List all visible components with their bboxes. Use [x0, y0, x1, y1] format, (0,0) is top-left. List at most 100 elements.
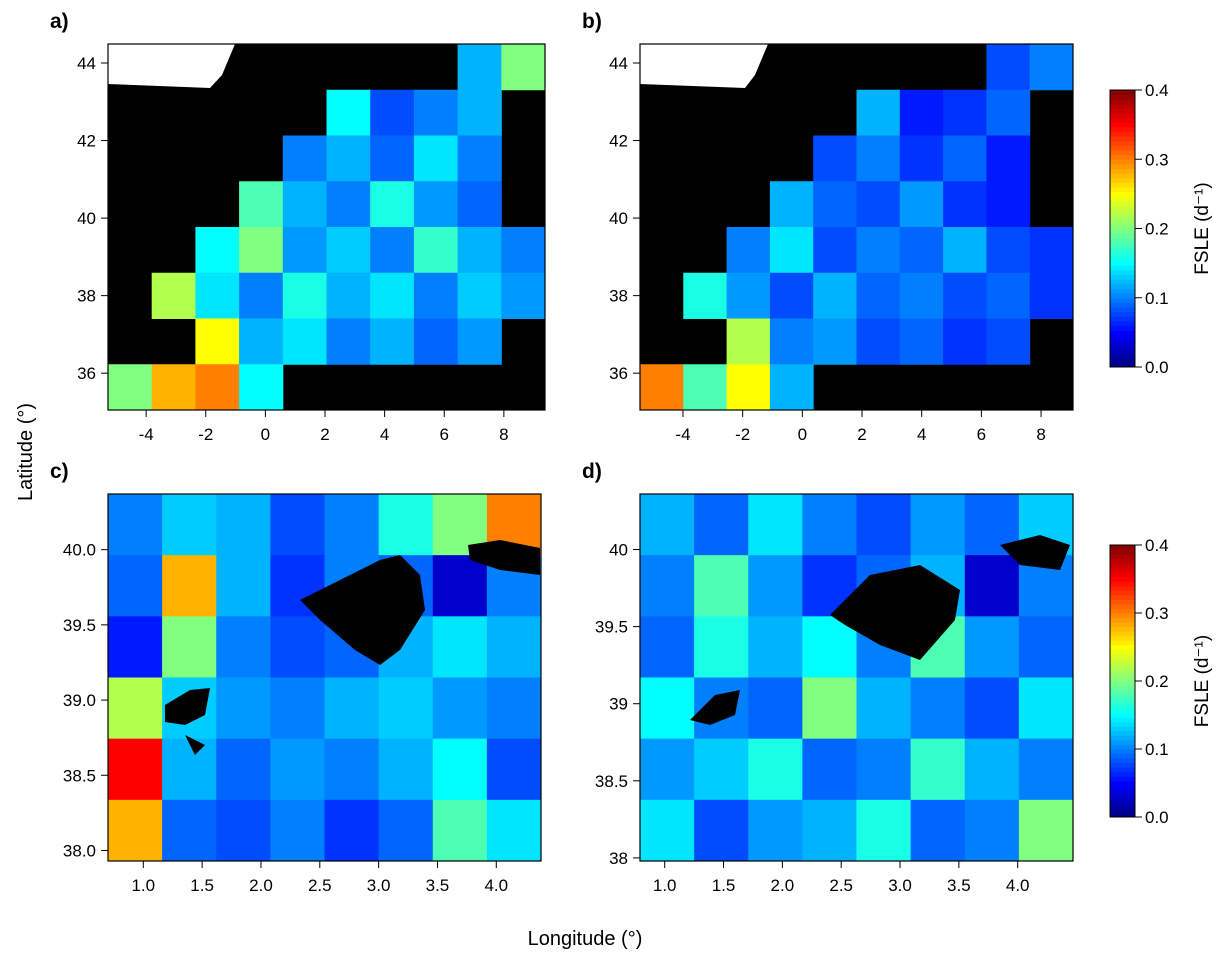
x-tick-label: 8 — [499, 425, 508, 444]
heat-cell — [900, 90, 944, 136]
heat-cell — [965, 739, 1020, 801]
y-tick-label: 40.0 — [63, 541, 96, 560]
heat-cell — [640, 555, 695, 617]
colorbar-step — [1110, 205, 1135, 210]
heat-cell — [857, 739, 912, 801]
colorbar-step — [1110, 192, 1135, 197]
heat-cell — [458, 136, 502, 182]
heat-cell — [414, 136, 458, 182]
heat-cell — [640, 494, 695, 556]
heat-cell — [640, 616, 695, 678]
colorbar-step — [1110, 663, 1135, 668]
colorbar-step — [1110, 201, 1135, 206]
heat-cell — [414, 90, 458, 136]
heat-cell — [943, 136, 987, 182]
colorbar-step — [1110, 740, 1135, 745]
colorbar-step — [1110, 90, 1135, 95]
heat-cell — [327, 227, 371, 273]
colorbar-step — [1110, 182, 1135, 187]
colorbar-tick-label: 0.4 — [1145, 536, 1169, 555]
heat-cell — [986, 181, 1030, 227]
colorbar-step — [1110, 672, 1135, 677]
heat-cell — [239, 364, 283, 410]
colorbar-tick-label: 0.3 — [1145, 604, 1169, 623]
heat-cell — [1019, 616, 1074, 678]
colorbar-step — [1110, 749, 1135, 754]
heat-cell — [433, 555, 488, 617]
y-tick-label: 44 — [77, 54, 96, 73]
heat-cell — [458, 90, 502, 136]
y-tick-label: 36 — [609, 364, 628, 383]
heat-cell — [965, 678, 1020, 740]
heat-cell — [857, 90, 901, 136]
x-tick-label: 6 — [977, 425, 986, 444]
heat-cell — [283, 227, 327, 273]
x-tick-label: 1.0 — [653, 876, 677, 895]
x-tick-label: 2 — [320, 425, 329, 444]
y-tick-label: 39.5 — [63, 616, 96, 635]
heat-cell — [108, 800, 163, 862]
heat-cell — [162, 739, 217, 801]
colorbar-step — [1110, 554, 1135, 559]
colorbar-step — [1110, 695, 1135, 700]
heat-cell — [900, 319, 944, 365]
colorbar-step — [1110, 256, 1135, 261]
heat-cell — [900, 136, 944, 182]
colorbar-step — [1110, 563, 1135, 568]
x-tick-label: 4.0 — [1006, 876, 1030, 895]
heat-cell — [195, 273, 239, 319]
colorbar-step — [1110, 799, 1135, 804]
heat-cell — [813, 227, 857, 273]
x-tick-label: 3.5 — [947, 876, 971, 895]
x-tick-label: 2.5 — [829, 876, 853, 895]
colorbar-step — [1110, 686, 1135, 691]
heat-cell — [943, 273, 987, 319]
heat-cell — [857, 494, 912, 556]
heat-cell — [487, 616, 542, 678]
heat-cell — [370, 136, 414, 182]
heat-cell — [270, 678, 325, 740]
heat-cell — [640, 739, 695, 801]
heat-cell — [239, 319, 283, 365]
colorbar-step — [1110, 631, 1135, 636]
colorbar-step — [1110, 550, 1135, 555]
heat-cell — [748, 678, 803, 740]
heat-cell — [1019, 800, 1074, 862]
colorbar-step — [1110, 99, 1135, 104]
heat-cell — [327, 273, 371, 319]
colorbar-step — [1110, 690, 1135, 695]
x-tick-label: 2.0 — [249, 876, 273, 895]
heat-cell — [986, 227, 1030, 273]
heat-cell — [900, 273, 944, 319]
outside-area — [640, 44, 768, 88]
page: Longitude (°) Latitude (°) a)-4-20246836… — [0, 0, 1222, 958]
heat-cell — [986, 136, 1030, 182]
x-tick-label: 1.5 — [190, 876, 214, 895]
y-tick-label: 36 — [77, 364, 96, 383]
colorbar-step — [1110, 150, 1135, 155]
heat-cell — [1019, 678, 1074, 740]
x-tick-label: 1.0 — [131, 876, 155, 895]
heat-cell — [458, 273, 502, 319]
heat-cell — [770, 181, 814, 227]
colorbar-step — [1110, 613, 1135, 618]
heat-cell — [414, 227, 458, 273]
colorbar-step — [1110, 224, 1135, 229]
heat-cell — [325, 739, 380, 801]
x-tick-label: 2.0 — [771, 876, 795, 895]
heat-cell — [813, 273, 857, 319]
heat-cell — [108, 739, 163, 801]
panel-label: c) — [50, 460, 69, 483]
heat-cell — [694, 494, 749, 556]
x-tick-label: 0 — [261, 425, 270, 444]
colorbar-step — [1110, 577, 1135, 582]
heat-cell — [802, 800, 857, 862]
colorbar-step — [1110, 284, 1135, 289]
heat-cell — [162, 800, 217, 862]
heat-cell — [857, 227, 901, 273]
colorbar-step — [1110, 572, 1135, 577]
y-tick-label: 39 — [609, 695, 628, 714]
colorbar-step — [1110, 754, 1135, 759]
colorbar-step — [1110, 353, 1135, 358]
heat-cell — [216, 555, 271, 617]
